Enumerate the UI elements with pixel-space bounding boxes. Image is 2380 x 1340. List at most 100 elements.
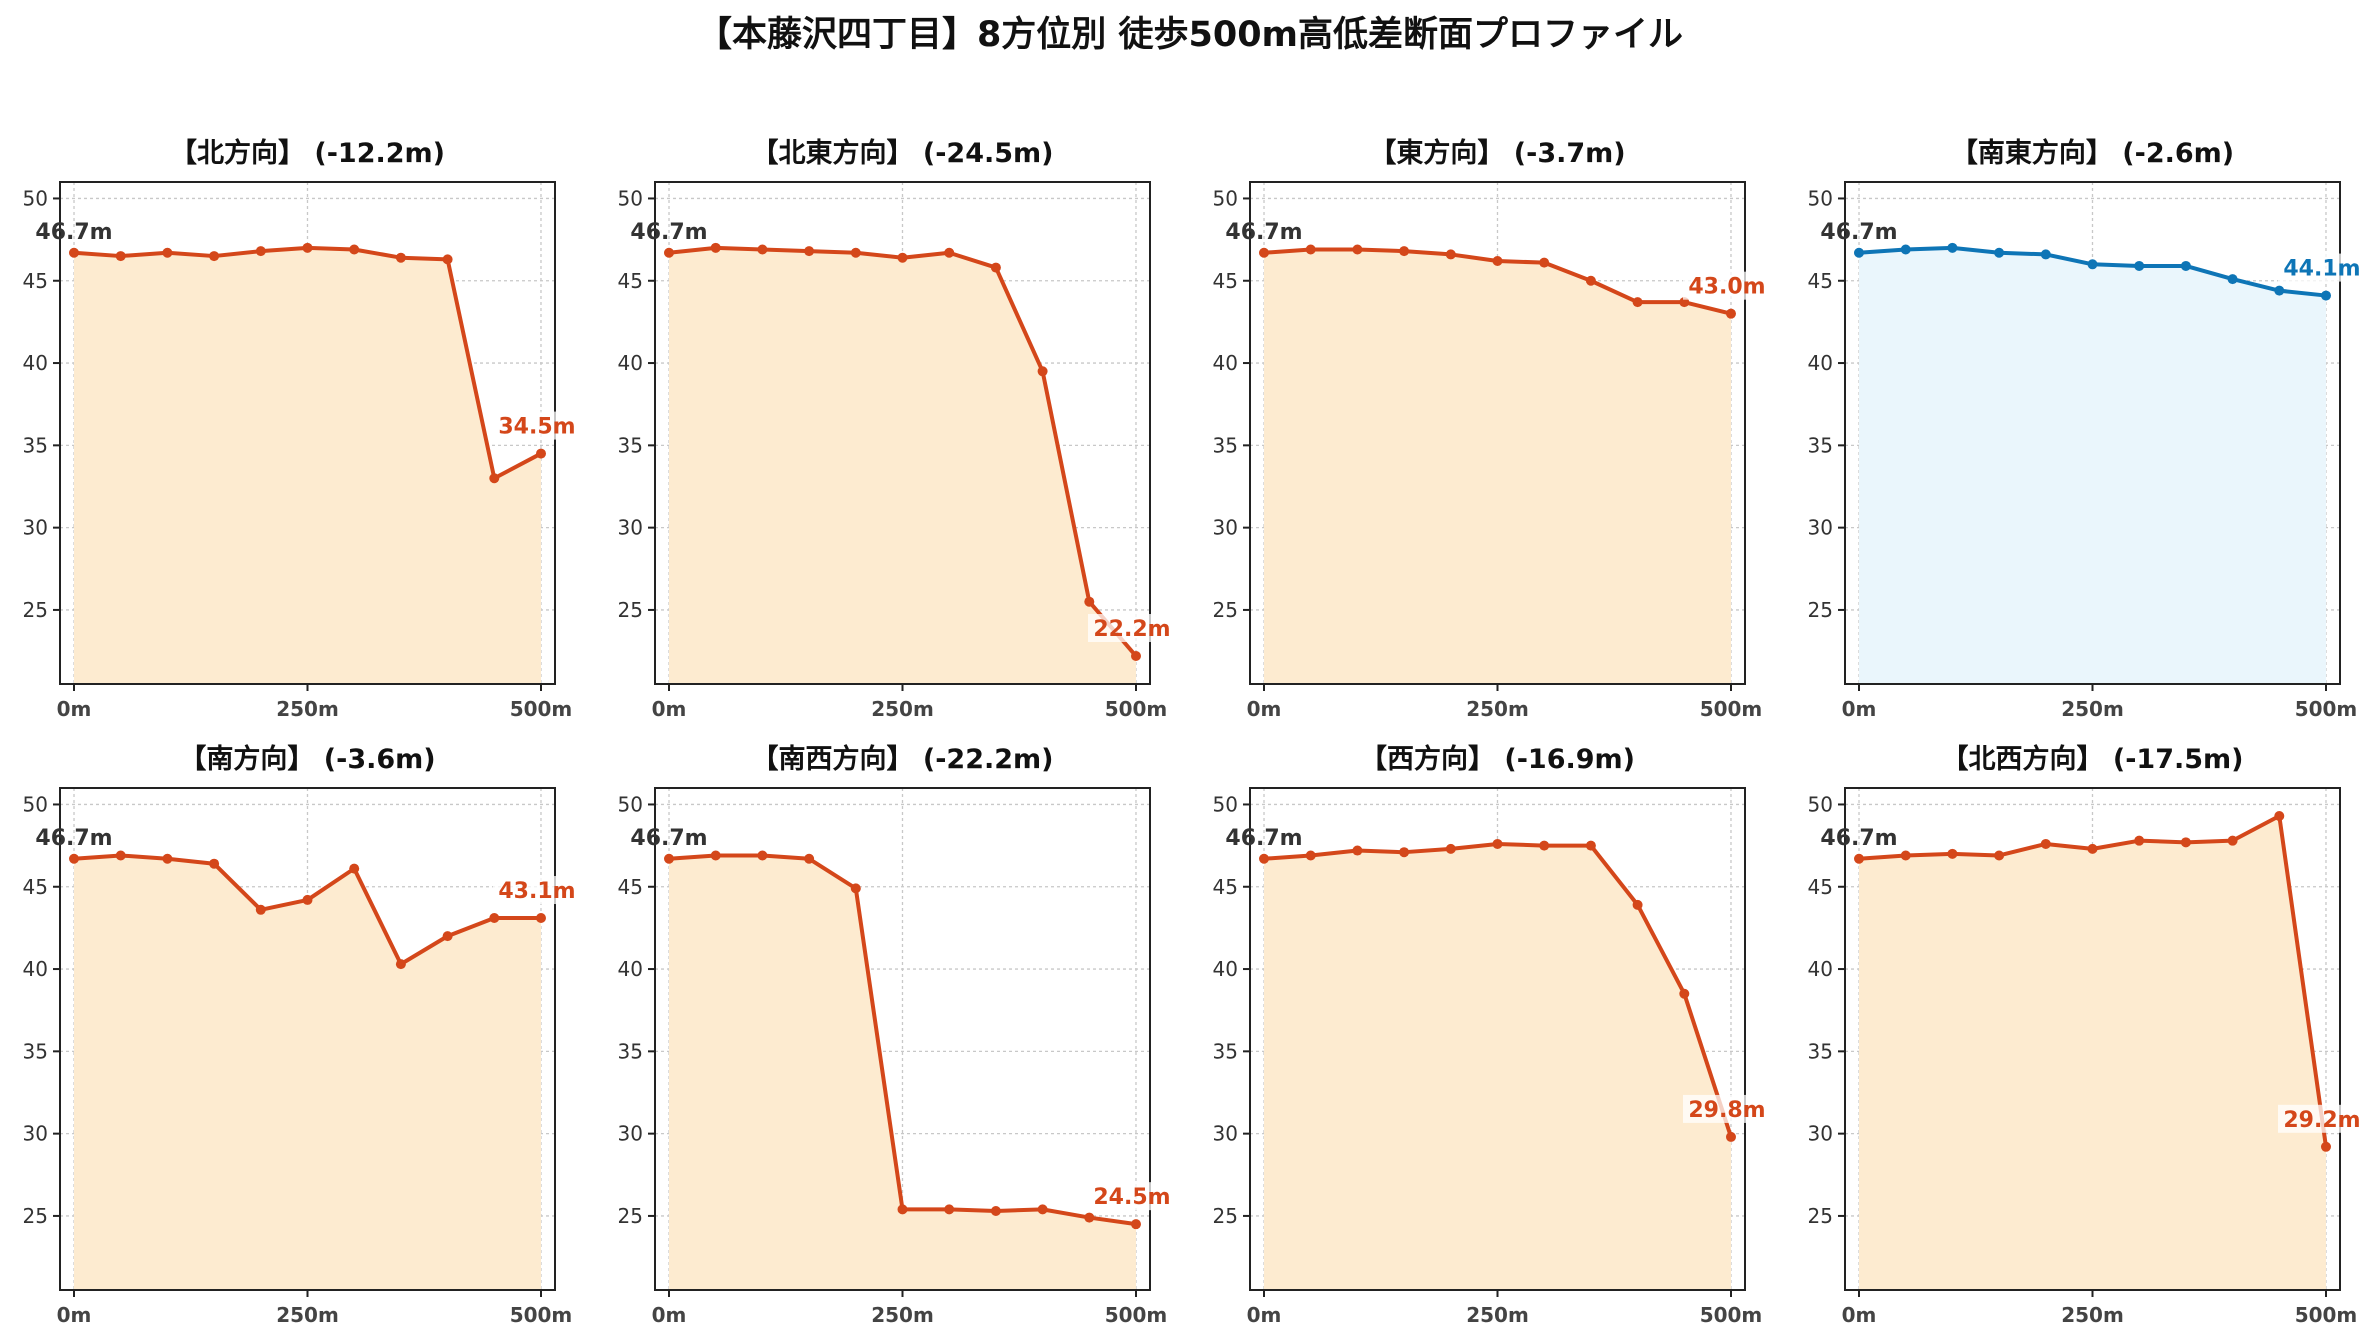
x-tick-label: 0m [1842, 1303, 1877, 1327]
y-tick-label: 25 [1213, 1204, 1238, 1228]
y-tick-label: 30 [23, 516, 48, 540]
chart-title: 【北東方向】 (-24.5m) [751, 137, 1053, 169]
data-point [804, 246, 815, 257]
y-tick-label: 45 [618, 269, 643, 293]
y-tick-label: 40 [1808, 351, 1833, 375]
x-tick-label: 0m [57, 1303, 92, 1327]
y-tick-label: 40 [618, 957, 643, 981]
data-point [349, 244, 360, 255]
data-point [489, 473, 500, 484]
x-tick-label: 0m [1247, 697, 1282, 721]
elevation-area [74, 247, 541, 684]
x-tick-label: 250m [871, 1303, 934, 1327]
x-tick-label: 500m [510, 1303, 573, 1327]
data-point [1259, 247, 1270, 258]
data-point [2274, 285, 2285, 296]
y-tick-label: 35 [1213, 433, 1238, 457]
data-point [1725, 1131, 1736, 1142]
data-point [395, 252, 406, 263]
x-tick-label: 500m [2295, 697, 2358, 721]
data-point [1632, 899, 1643, 910]
end-elevation-label: 24.5m [1093, 1185, 1170, 1210]
data-point [944, 247, 955, 258]
data-point [710, 242, 721, 253]
x-tick-label: 250m [2061, 697, 2124, 721]
end-label-background [2277, 1104, 2366, 1133]
data-point [2040, 249, 2051, 260]
x-tick-label: 500m [510, 697, 573, 721]
data-point [69, 247, 80, 258]
x-tick-label: 250m [2061, 1303, 2124, 1327]
y-tick-label: 45 [618, 875, 643, 899]
y-tick-label: 35 [23, 1039, 48, 1063]
y-tick-label: 50 [618, 186, 643, 210]
page-title: 【本藤沢四丁目】8方位別 徒歩500m高低差断面プロファイル [696, 15, 1684, 55]
chart-title: 【東方向】 (-3.7m) [1369, 137, 1625, 169]
y-tick-label: 30 [1213, 1122, 1238, 1146]
data-point [2320, 1141, 2331, 1152]
end-label-background [1682, 1094, 1771, 1123]
data-point [1492, 838, 1503, 849]
data-point [897, 1204, 908, 1215]
data-point [1259, 853, 1270, 864]
end-label-background [1087, 1182, 1176, 1211]
start-elevation-label: 46.7m [1820, 826, 1897, 851]
data-point [1994, 247, 2005, 258]
data-point [757, 244, 768, 255]
data-point [2040, 838, 2051, 849]
y-tick-label: 25 [23, 1204, 48, 1228]
start-elevation-label: 46.7m [35, 826, 112, 851]
data-point [757, 850, 768, 861]
y-tick-label: 45 [1213, 875, 1238, 899]
y-tick-label: 35 [618, 1039, 643, 1063]
y-tick-label: 25 [23, 598, 48, 622]
data-point [442, 254, 453, 265]
y-tick-label: 50 [1808, 186, 1833, 210]
end-label-background [1087, 614, 1176, 643]
x-tick-label: 0m [652, 697, 687, 721]
data-point [710, 850, 721, 861]
data-point [209, 858, 220, 869]
data-point [1854, 247, 1865, 258]
data-point [1399, 246, 1410, 257]
x-tick-label: 0m [57, 697, 92, 721]
data-point [1725, 308, 1736, 319]
data-point [1445, 843, 1456, 854]
y-tick-label: 50 [1808, 792, 1833, 816]
chart-title: 【南西方向】 (-22.2m) [751, 743, 1053, 775]
data-point [2134, 835, 2145, 846]
y-tick-label: 45 [23, 875, 48, 899]
elevation-area [1264, 843, 1731, 1290]
start-elevation-label: 46.7m [1820, 220, 1897, 245]
chart-title: 【北方向】 (-12.2m) [170, 137, 445, 169]
data-point [2134, 260, 2145, 271]
y-tick-label: 25 [1213, 598, 1238, 622]
data-point [1679, 988, 1690, 999]
y-tick-label: 50 [1213, 186, 1238, 210]
y-tick-label: 40 [1808, 957, 1833, 981]
x-tick-label: 500m [2295, 1303, 2358, 1327]
data-point [1585, 275, 1596, 286]
x-tick-label: 250m [276, 1303, 339, 1327]
chart-title: 【南東方向】 (-2.6m) [1951, 137, 2234, 169]
y-tick-label: 30 [618, 1122, 643, 1146]
y-tick-label: 25 [618, 1204, 643, 1228]
y-tick-label: 50 [618, 792, 643, 816]
data-point [1445, 249, 1456, 260]
end-elevation-label: 22.2m [1093, 617, 1170, 642]
data-point [990, 1205, 1001, 1216]
data-point [1900, 850, 1911, 861]
y-tick-label: 25 [618, 598, 643, 622]
data-point [1352, 845, 1363, 856]
elevation-area [1859, 815, 2326, 1290]
data-point [850, 883, 861, 894]
end-elevation-label: 43.1m [498, 879, 575, 904]
end-label-background [492, 876, 581, 905]
data-point [1492, 256, 1503, 267]
data-point [2087, 259, 2098, 270]
data-point [1585, 840, 1596, 851]
